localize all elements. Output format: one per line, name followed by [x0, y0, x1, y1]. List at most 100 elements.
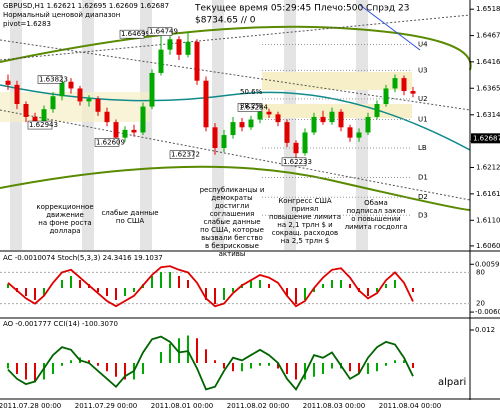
swing-box — [281, 157, 307, 167]
x-tick-label: 2011.08.04 00:00 — [379, 402, 441, 410]
info: $8734.65 // 0 — [195, 16, 256, 26]
swing-label: 1.62233 — [283, 158, 312, 166]
candle-body — [374, 103, 380, 117]
swing-label: 1.62372 — [171, 151, 200, 159]
candle-body — [140, 106, 146, 133]
candle-body — [158, 49, 164, 73]
level-label: U3 — [418, 66, 428, 74]
candle-body — [392, 78, 398, 89]
candle-body — [410, 91, 416, 94]
level-label: U1 — [418, 116, 428, 124]
fib-label: 38.2% — [240, 102, 263, 110]
candle-body — [266, 111, 272, 115]
candle-body — [185, 41, 191, 55]
candle-body — [293, 142, 299, 154]
candle-body — [257, 111, 263, 120]
candle-body — [5, 80, 11, 85]
candle-body — [230, 122, 236, 136]
y-tick-label: 1.62124 — [476, 163, 500, 171]
candle-body — [149, 72, 155, 107]
annotation: активы — [219, 250, 246, 258]
y-tick-label: 1.61104 — [476, 216, 500, 224]
candle-body — [86, 98, 92, 102]
annotation: доллара — [49, 227, 80, 235]
candle-body — [221, 135, 227, 149]
level-label: D1 — [418, 174, 428, 182]
annotation: в безрисковые — [205, 242, 259, 250]
candle-body — [95, 98, 101, 112]
swing-box — [169, 150, 195, 159]
channels — [0, 4, 472, 211]
subtitle: Нормальный ценовой диапазон — [3, 11, 120, 19]
annotation: движение — [46, 211, 84, 219]
last-price: 1.62687 — [473, 134, 500, 142]
annotation: повышение лимита — [269, 213, 341, 221]
level-label: D2 — [418, 193, 428, 201]
candle-body — [401, 78, 407, 92]
candle-body — [302, 132, 308, 154]
annotation: соглашения — [210, 210, 255, 218]
candle-body — [347, 127, 353, 138]
candle-body — [23, 103, 29, 117]
candle-body — [338, 111, 344, 128]
annotation: достигли — [215, 202, 249, 210]
fib-label: 50.6% — [240, 88, 263, 96]
annotation: на фоне роста — [38, 219, 91, 227]
level-label: U4 — [418, 40, 428, 48]
candle-body — [14, 84, 20, 104]
y-tick-label: 1.61614 — [476, 190, 500, 198]
y-tick-label: 1.64164 — [476, 58, 500, 66]
range-band — [262, 72, 412, 90]
x-tick-label: 2011.08.01 00:00 — [151, 402, 213, 410]
swing-box — [94, 138, 120, 147]
candle-body — [311, 116, 317, 133]
y-tick-label: 1.60609 — [476, 242, 500, 250]
candle-body — [59, 81, 65, 97]
y-tick-label: 1.63654 — [476, 84, 500, 92]
range-band — [262, 104, 412, 118]
swing-label: 1.63823 — [39, 76, 68, 84]
annotation: вызвали бегство — [201, 234, 263, 242]
level-label: D3 — [418, 211, 428, 219]
y-tick-label: 0.012 — [475, 326, 495, 334]
last-price-box — [471, 133, 500, 144]
swing-box — [237, 103, 263, 112]
annotation: по США, которые — [200, 226, 264, 234]
candle-body — [68, 81, 74, 89]
y-tick-label: 0.005933 — [475, 260, 500, 268]
annotation: республиканцы и — [200, 186, 265, 194]
candle-body — [320, 116, 326, 123]
panel-title: AO -0.001777 CCI(14) -100.3070 — [3, 320, 118, 328]
candle-body — [77, 88, 83, 102]
candle-body — [275, 114, 281, 123]
candle-body — [383, 88, 389, 104]
annotation: принял — [292, 205, 319, 213]
y2-tick-label: 20 — [476, 300, 485, 308]
candle-body — [356, 132, 362, 138]
annotation: о повышении — [351, 215, 400, 223]
candle-body — [284, 122, 290, 143]
candle-body — [131, 129, 137, 133]
chart-title: GBPUSD,H1 1.62621 1.62695 1.62609 1.6268… — [3, 2, 169, 10]
candle-body — [50, 96, 56, 110]
annotation: демократы — [211, 194, 252, 202]
annotation: на 2,5 трлн $ — [281, 237, 330, 245]
candle-body — [32, 116, 38, 124]
level-label: LB — [418, 144, 427, 152]
swing-label: 1.63284 — [239, 103, 268, 111]
x-tick-label: 2011.08.02 00:00 — [227, 402, 289, 410]
annotation: лимита госдолга — [345, 223, 408, 231]
annotation: подписал закон — [347, 207, 406, 215]
candle-body — [248, 119, 254, 128]
swing-box — [27, 120, 53, 130]
y-tick-label: -0.00602 — [475, 308, 500, 316]
x-tick-label: 2011.08.03 00:00 — [303, 402, 365, 410]
swing-box — [119, 29, 145, 39]
y2-tick-label: 80 — [476, 268, 485, 276]
annotation: слабые данные — [101, 209, 158, 217]
candle-body — [113, 122, 119, 138]
annotation: по США — [116, 217, 144, 225]
